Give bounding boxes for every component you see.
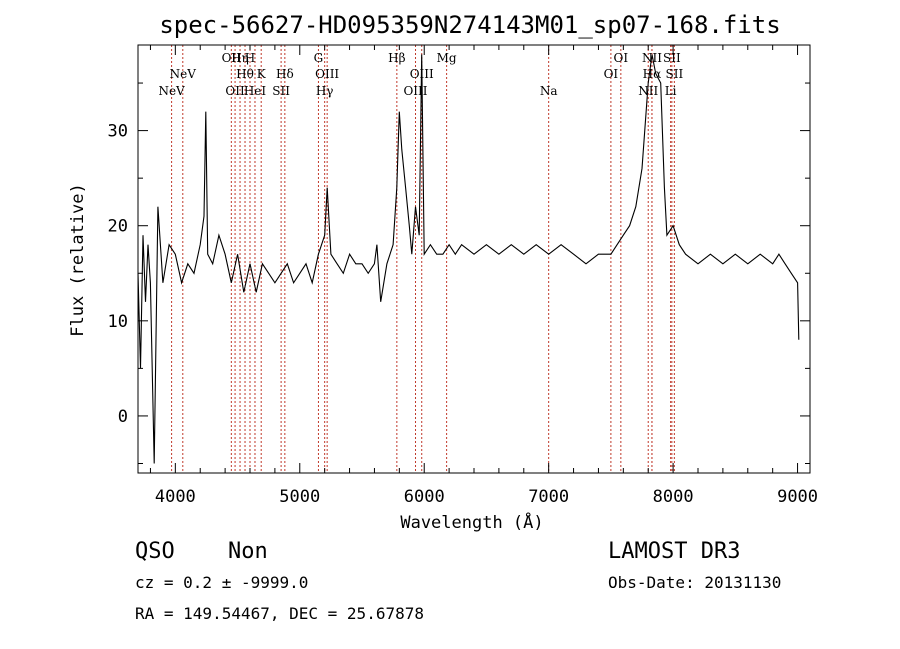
x-tick-label-2: 6000 <box>404 487 445 507</box>
x-tick-label-5: 9000 <box>777 487 818 507</box>
y-axis-label: Flux (relative) <box>68 183 88 337</box>
emission-line-label-16: OIII <box>403 84 427 98</box>
emission-line-label-13: Hγ <box>316 84 334 98</box>
y-tick-label-1: 10 <box>108 312 128 332</box>
x-tick-label-1: 5000 <box>279 487 320 507</box>
emission-line-label-1: NeV <box>170 67 197 81</box>
spectrum-series <box>137 54 800 464</box>
x-axis-label: Wavelength (Å) <box>400 511 543 533</box>
y-tick-label-2: 20 <box>108 217 128 237</box>
coordinates: RA = 149.54467, DEC = 25.67878 <box>135 604 424 623</box>
spectrum-line <box>137 54 800 464</box>
emission-line-label-6: Hθ <box>236 67 254 81</box>
emission-line-label-3: Hη <box>231 51 249 65</box>
emission-line-label-0: NeV <box>158 84 185 98</box>
survey-name: LAMOST DR3 <box>608 539 740 564</box>
emission-line-label-9: Hδ <box>276 67 294 81</box>
chart-title: spec-56627-HD095359N274143M01_sp07-168.f… <box>159 11 780 39</box>
emission-line-label-19: OI <box>614 51 629 65</box>
emission-line-label-2: OII <box>222 51 242 65</box>
emission-line-label-11: G <box>314 51 324 65</box>
emission-line-label-24: SII <box>663 51 681 65</box>
emission-line-label-12: OIII <box>315 67 339 81</box>
emission-line-label-22: Hα <box>643 67 662 81</box>
emission-line-label-8: K <box>257 67 267 81</box>
emission-line-label-17: Mg <box>437 51 457 65</box>
emission-line-label-5: OII <box>225 84 245 98</box>
y-tick-label-0: 0 <box>118 407 128 427</box>
emission-line-label-23: NII <box>638 84 658 98</box>
object-subclass: Non <box>228 539 268 564</box>
emission-line-label-18: Na <box>540 84 558 98</box>
emission-line-label-7: HeI <box>244 84 267 98</box>
y-axis-ticks: 0 10 20 30 <box>108 82 810 464</box>
x-axis-ticks: 4000 5000 6000 7000 8000 9000 <box>149 45 818 507</box>
y-tick-label-3: 30 <box>108 122 128 142</box>
emission-line-label-26: Li <box>665 84 677 98</box>
emission-line-label-4: H <box>245 51 255 65</box>
emission-line-label-10: SII <box>272 84 290 98</box>
emission-line-label-14: Hβ <box>388 51 405 65</box>
redshift-cz: cz = 0.2 ± -9999.0 <box>135 573 308 592</box>
x-tick-label-3: 7000 <box>528 487 569 507</box>
object-class: QSO <box>135 539 175 564</box>
x-tick-label-0: 4000 <box>155 487 196 507</box>
emission-line-markers <box>171 45 675 473</box>
emission-line-label-25: SII <box>666 67 684 81</box>
obs-date: Obs-Date: 20131130 <box>608 573 781 592</box>
emission-line-label-20: OI <box>604 67 619 81</box>
x-tick-label-4: 8000 <box>653 487 694 507</box>
